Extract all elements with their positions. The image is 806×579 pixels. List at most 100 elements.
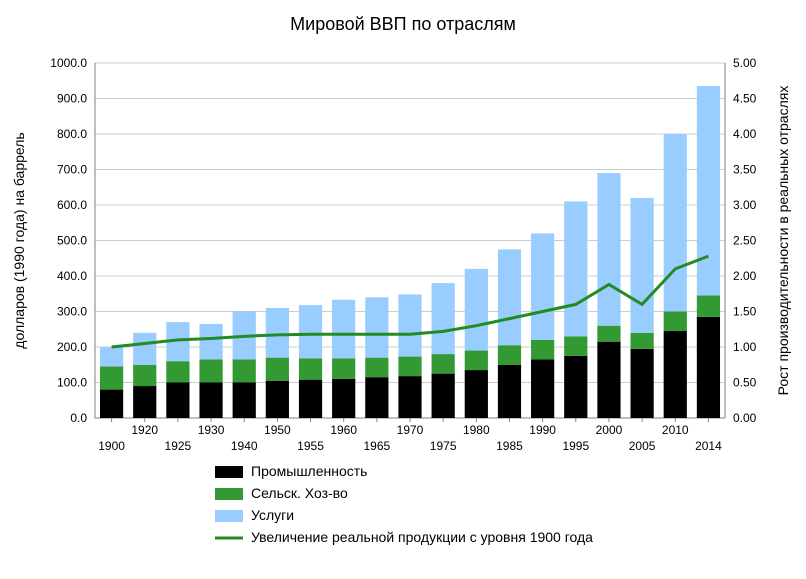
x-tick-label: 1975 <box>430 439 457 453</box>
y-left-tick-label: 0.0 <box>70 411 87 425</box>
chart-svg: Мировой ВВП по отраслям 0.0 100.0 200.0 300.… <box>0 0 806 579</box>
chart-title: Мировой ВВП по отраслям <box>290 14 516 34</box>
y-right-tick-label: 0.50 <box>733 376 757 390</box>
bar-services <box>365 297 388 357</box>
x-tick-label: 2014 <box>695 439 722 453</box>
x-tick-label: 1960 <box>330 423 357 437</box>
x-tick-label: 1965 <box>363 439 390 453</box>
bar-services <box>564 201 587 336</box>
bar-services <box>531 233 554 340</box>
bar-agriculture <box>133 365 156 386</box>
y-left-tick-label: 200.0 <box>57 340 87 354</box>
bar-services <box>332 300 355 359</box>
bar-agriculture <box>100 367 123 390</box>
bar-industry <box>664 331 687 418</box>
y-right-tick-label: 0.00 <box>733 411 757 425</box>
y-right-tick-label: 5.00 <box>733 56 757 70</box>
y-right-tick-label: 3.00 <box>733 198 757 212</box>
bar-services <box>133 333 156 365</box>
bar-agriculture <box>498 345 521 365</box>
chart-container: { "chart": { "type": "stacked-bar+line",… <box>0 0 806 579</box>
bar-agriculture <box>299 358 322 379</box>
bar-industry <box>531 359 554 418</box>
bar-industry <box>166 383 189 419</box>
bar-agriculture <box>365 358 388 378</box>
bar-industry <box>498 365 521 418</box>
y-right-tick-label: 4.50 <box>733 92 757 106</box>
x-tick-label: 1940 <box>231 439 258 453</box>
bar-services <box>498 249 521 345</box>
y-left-tick-label: 800.0 <box>57 127 87 141</box>
bar-industry <box>398 376 421 418</box>
x-tick-label: 1950 <box>264 423 291 437</box>
y-left-label: долларов (1990 года) на баррель <box>11 132 27 348</box>
x-tick-label: 1925 <box>165 439 192 453</box>
bar-services <box>299 305 322 358</box>
y-right-label: Рост производительности в реальных отрас… <box>775 86 791 396</box>
bar-industry <box>299 380 322 418</box>
x-tick-label: 1955 <box>297 439 324 453</box>
legend-label: Промышленность <box>251 463 367 479</box>
bar-services <box>697 86 720 295</box>
y-left-tick-label: 1000.0 <box>50 56 87 70</box>
x-tick-label: 1995 <box>562 439 589 453</box>
bar-agriculture <box>199 359 222 382</box>
bar-services <box>199 324 222 360</box>
x-tick-label: 2000 <box>596 423 623 437</box>
bar-agriculture <box>597 326 620 342</box>
bar-agriculture <box>398 357 421 377</box>
bar-industry <box>465 370 488 418</box>
legend-swatch <box>215 466 243 478</box>
x-tick-label: 1900 <box>98 439 125 453</box>
y-right-tick-label: 1.50 <box>733 305 757 319</box>
legend-label: Сельск. Хоз-во <box>251 485 348 501</box>
bar-industry <box>365 377 388 418</box>
bar-services <box>432 283 455 354</box>
x-tick-label: 1930 <box>198 423 225 437</box>
y-right-tick-label: 4.00 <box>733 127 757 141</box>
y-right-tick-label: 1.00 <box>733 340 757 354</box>
bar-agriculture <box>432 354 455 374</box>
bar-agriculture <box>631 333 654 349</box>
y-left-tick-label: 300.0 <box>57 305 87 319</box>
y-left-tick-label: 700.0 <box>57 163 87 177</box>
y-left-tick-label: 500.0 <box>57 234 87 248</box>
bar-industry <box>133 386 156 418</box>
bar-agriculture <box>332 358 355 379</box>
bar-industry <box>199 383 222 419</box>
x-tick-label: 1920 <box>131 423 158 437</box>
bar-industry <box>233 383 256 419</box>
bar-agriculture <box>266 358 289 381</box>
x-tick-label: 1990 <box>529 423 556 437</box>
bar-services <box>398 294 421 356</box>
bar-agriculture <box>166 361 189 382</box>
bar-agriculture <box>564 336 587 356</box>
bar-industry <box>564 356 587 418</box>
y-left-tick-label: 100.0 <box>57 376 87 390</box>
legend-label: Услуги <box>251 507 294 523</box>
bar-services <box>266 308 289 358</box>
legend-swatch <box>215 510 243 522</box>
y-right-tick-label: 2.00 <box>733 269 757 283</box>
bar-agriculture <box>531 340 554 360</box>
bar-industry <box>597 342 620 418</box>
bar-services <box>664 134 687 312</box>
bar-services <box>100 347 123 367</box>
y-left-tick-label: 600.0 <box>57 198 87 212</box>
x-tick-label: 2010 <box>662 423 689 437</box>
legend-label: Увеличение реальной продукции с уровня 1… <box>251 529 593 545</box>
bar-agriculture <box>664 312 687 332</box>
x-tick-label: 1985 <box>496 439 523 453</box>
x-tick-label: 1980 <box>463 423 490 437</box>
x-tick-label: 1970 <box>397 423 424 437</box>
y-left-tick-label: 900.0 <box>57 92 87 106</box>
y-right-tick-label: 3.50 <box>733 163 757 177</box>
x-tick-label: 2005 <box>629 439 656 453</box>
legend-swatch <box>215 488 243 500</box>
y-right-tick-label: 2.50 <box>733 234 757 248</box>
y-left-tick-label: 400.0 <box>57 269 87 283</box>
bar-industry <box>332 379 355 418</box>
bar-industry <box>266 381 289 418</box>
bar-industry <box>631 349 654 418</box>
bar-services <box>597 173 620 326</box>
